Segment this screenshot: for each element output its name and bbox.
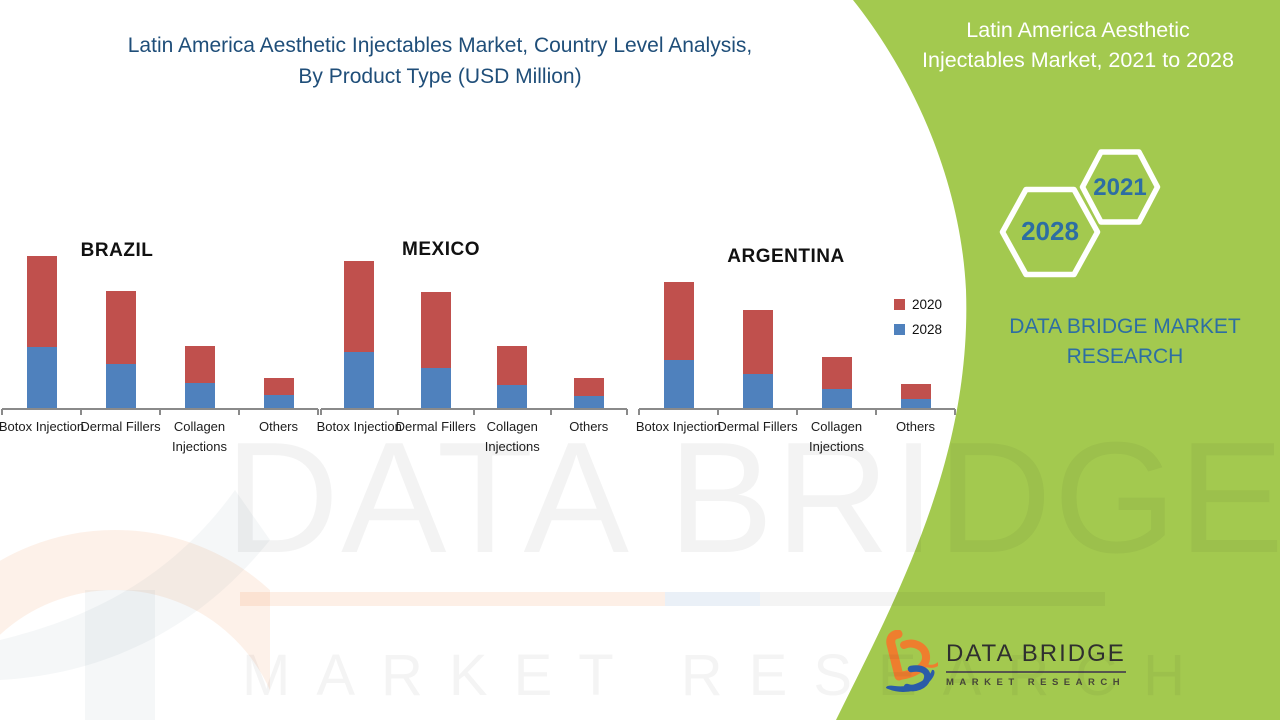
stacked-bar-collagen-injections — [497, 346, 528, 408]
axis-tick — [320, 409, 322, 415]
page-title: Latin America Aesthetic Injectables Mark… — [55, 30, 825, 92]
axis-tick — [396, 409, 399, 415]
green-panel-title: Latin America Aesthetic Injectables Mark… — [878, 15, 1278, 75]
legend-label: 2028 — [912, 322, 943, 337]
stacked-bar-collagen-injections — [184, 346, 215, 408]
brand-text: DATA BRIDGE MARKET RESEARCH — [960, 312, 1280, 372]
legend-item-2020: 2020 — [894, 297, 942, 312]
category-label: Botox Injection — [635, 419, 722, 434]
brand-text-line2: RESEARCH — [1066, 345, 1184, 368]
bar-segment-2020 — [263, 378, 294, 395]
bar-segment-2028 — [497, 385, 528, 408]
bar-segment-2028 — [663, 360, 694, 408]
axis-tick — [238, 409, 240, 415]
stacked-bar-others — [263, 378, 294, 408]
category-label: Others — [895, 419, 935, 434]
axis-tick — [473, 409, 475, 415]
bar-segment-2028 — [344, 352, 375, 408]
stacked-bar-dermal-fillers — [742, 310, 773, 408]
axis-tick — [549, 409, 552, 415]
stacked-bar-botox-injection — [344, 261, 375, 408]
bar-segment-2020 — [573, 378, 604, 396]
stacked-bar-botox-injection — [26, 256, 57, 408]
bar-segment-2028 — [184, 383, 215, 408]
data-bridge-logo-text: DATA BRIDGE MARKET RESEARCH — [946, 640, 1126, 688]
bar-segment-2020 — [821, 357, 852, 389]
bar-segment-2020 — [184, 346, 215, 383]
bar-segment-2028 — [26, 347, 57, 408]
axis-tick — [717, 409, 719, 415]
bar-segment-2028 — [573, 396, 604, 408]
hexagon-2021 — [1079, 149, 1161, 225]
bar-segment-2020 — [344, 261, 375, 352]
bar-segment-2028 — [420, 368, 451, 408]
axis-tick — [954, 409, 956, 415]
bar-segment-2028 — [105, 364, 136, 408]
data-bridge-logo-icon — [886, 630, 938, 692]
category-label: Others — [258, 419, 298, 434]
hexagon-2028 — [999, 186, 1101, 278]
category-label: Collagen Injections — [809, 419, 864, 454]
chart-group-title-mexico: MEXICO — [402, 239, 480, 260]
bar-segment-2028 — [263, 395, 294, 408]
stacked-bar-collagen-injections — [821, 357, 852, 408]
green-panel-title-line2: Injectables Market, 2021 to 2028 — [922, 48, 1234, 72]
axis-tick — [796, 409, 798, 415]
category-label: Dermal Fillers — [395, 419, 476, 434]
stacked-bar-others — [900, 384, 931, 408]
category-label: Collagen Injections — [172, 419, 227, 454]
bar-segment-2020 — [900, 384, 931, 399]
bar-segment-2020 — [26, 256, 57, 347]
axis-tick — [80, 409, 82, 415]
category-label: Botox Injection — [316, 419, 402, 434]
category-label: Collagen Injections — [484, 419, 540, 454]
axis-tick — [626, 409, 628, 415]
stacked-bar-botox-injection — [663, 282, 694, 408]
bar-segment-2028 — [900, 399, 931, 408]
bar-segment-2020 — [497, 346, 528, 385]
axis-tick — [875, 409, 877, 415]
bar-segment-2028 — [742, 374, 773, 408]
chart-group-title-argentina: ARGENTINA — [727, 246, 845, 267]
axis-tick — [159, 409, 161, 415]
category-label: Others — [569, 419, 609, 434]
page-title-line2: By Product Type (USD Million) — [298, 65, 582, 88]
bar-segment-2020 — [105, 291, 136, 364]
hexagon-2028-label: 2028 — [1021, 216, 1079, 246]
chart-legend: 2020 2028 — [894, 297, 942, 337]
green-band-shape — [836, 0, 1280, 720]
axis-tick — [317, 409, 319, 415]
logo-name: DATA BRIDGE — [946, 640, 1126, 673]
page-title-line1: Latin America Aesthetic Injectables Mark… — [127, 34, 753, 57]
brand-text-line1: DATA BRIDGE MARKET — [1009, 315, 1241, 338]
axis-tick — [1, 409, 3, 415]
bar-segment-2020 — [420, 292, 451, 368]
hexagon-2021-label: 2021 — [1093, 174, 1146, 201]
legend-swatch-2028 — [894, 324, 905, 335]
category-label: Dermal Fillers — [80, 419, 161, 434]
bar-segment-2028 — [821, 389, 852, 408]
bar-segment-2020 — [742, 310, 773, 374]
stacked-bar-dermal-fillers — [420, 292, 451, 408]
legend-item-2028: 2028 — [894, 322, 942, 337]
category-label: Dermal Fillers — [717, 419, 798, 434]
data-bridge-logo: DATA BRIDGE MARKET RESEARCH — [884, 630, 1126, 698]
logo-tagline: MARKET RESEARCH — [946, 677, 1126, 688]
axis-tick — [638, 409, 640, 415]
chart-group-title-brazil: BRAZIL — [80, 240, 154, 261]
stacked-bar-dermal-fillers — [105, 291, 136, 408]
year-hexagons: 2021 2028 — [999, 149, 1161, 278]
green-panel-title-line1: Latin America Aesthetic — [966, 18, 1190, 42]
bar-segment-2020 — [663, 282, 694, 360]
legend-label: 2020 — [912, 297, 943, 312]
stacked-bar-others — [573, 378, 604, 408]
legend-swatch-2020 — [894, 299, 905, 310]
category-label: Botox Injection — [0, 419, 85, 434]
